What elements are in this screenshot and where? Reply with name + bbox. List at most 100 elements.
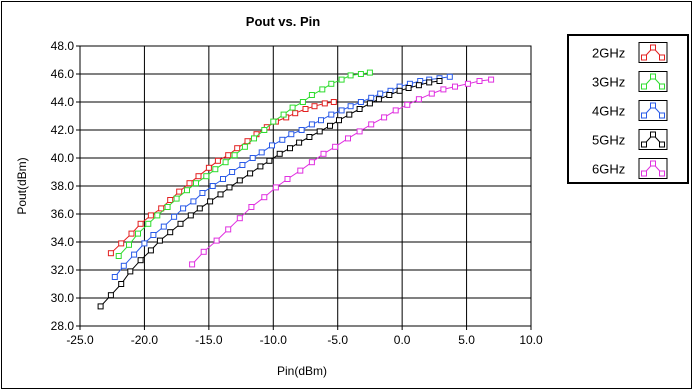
data-point-2ghz xyxy=(302,106,309,112)
series-layer xyxy=(97,69,495,310)
data-point-3ghz xyxy=(366,69,373,76)
data-point-4ghz xyxy=(120,262,127,269)
legend-marker xyxy=(650,131,656,138)
data-point-4ghz xyxy=(150,232,157,238)
data-point-6ghz xyxy=(213,237,220,244)
data-point-2ghz xyxy=(321,100,328,107)
data-point-6ghz xyxy=(189,261,196,268)
data-point-2ghz xyxy=(225,152,232,159)
data-point-3ghz xyxy=(347,72,354,79)
data-point-3ghz xyxy=(115,253,122,259)
data-point-6ghz xyxy=(320,150,327,157)
data-point-4ghz xyxy=(347,103,354,110)
data-point-3ghz xyxy=(154,212,161,219)
data-point-5ghz xyxy=(276,150,283,157)
legend-box xyxy=(567,34,689,184)
data-point-5ghz xyxy=(118,281,125,287)
data-point-5ghz xyxy=(167,229,174,236)
data-point-5ghz xyxy=(327,122,333,129)
series-line-6ghz xyxy=(191,79,492,265)
data-point-2ghz xyxy=(330,99,337,105)
data-point-4ghz xyxy=(111,274,118,280)
chart-title: Pout vs. Pin xyxy=(246,14,320,29)
data-point-5ghz xyxy=(257,163,264,170)
data-point-4ghz xyxy=(288,131,295,138)
y-axis-label: Pout(dBm) xyxy=(15,157,29,214)
series-5ghz xyxy=(97,78,443,310)
y-tick-label: 38.0 xyxy=(51,179,75,193)
data-point-5ghz xyxy=(356,106,363,112)
data-point-5ghz xyxy=(147,247,154,254)
legend-item-5ghz: 5GHz xyxy=(592,129,668,150)
data-point-4ghz xyxy=(220,176,226,182)
y-tick-label: 36.0 xyxy=(51,207,75,221)
x-tick-label: -15.0 xyxy=(195,333,223,347)
data-point-2ghz xyxy=(158,205,165,212)
y-tick-label: 32.0 xyxy=(51,263,75,277)
data-point-5ghz xyxy=(187,212,194,219)
data-point-5ghz xyxy=(426,79,433,86)
data-point-2ghz xyxy=(234,145,241,152)
series-4ghz xyxy=(111,73,453,280)
data-point-2ghz xyxy=(311,103,318,110)
data-point-2ghz xyxy=(107,250,114,257)
data-point-6ghz xyxy=(415,96,422,103)
x-tick-label: -10.0 xyxy=(260,333,288,347)
data-point-5ghz xyxy=(296,139,303,146)
data-point-3ghz xyxy=(280,111,287,118)
data-point-5ghz xyxy=(287,145,293,152)
legend-marker xyxy=(659,112,665,119)
data-point-5ghz xyxy=(436,78,443,84)
data-point-3ghz xyxy=(270,118,277,125)
data-point-3ghz xyxy=(241,143,248,150)
y-tick-label: 46.0 xyxy=(51,67,75,81)
data-point-3ghz xyxy=(145,220,152,227)
data-point-6ghz xyxy=(440,86,447,93)
data-point-5ghz xyxy=(247,170,254,177)
legend-label: 4GHz xyxy=(592,104,625,119)
data-point-5ghz xyxy=(386,92,393,98)
series-6ghz xyxy=(189,76,495,268)
y-tick-label: 40.0 xyxy=(51,151,75,165)
legend-label: 5GHz xyxy=(592,133,625,148)
data-point-4ghz xyxy=(368,94,375,101)
data-point-4ghz xyxy=(338,107,345,114)
legend-marker xyxy=(659,170,665,177)
data-point-5ghz xyxy=(396,87,403,94)
legend-marker xyxy=(650,44,656,51)
data-point-3ghz xyxy=(319,86,326,93)
legend-marker xyxy=(641,170,647,177)
legend-item-2ghz: 2GHz xyxy=(592,42,668,63)
legend-marker xyxy=(650,160,656,167)
data-point-2ghz xyxy=(195,173,202,180)
x-tick-label: -20.0 xyxy=(131,333,159,347)
data-point-5ghz xyxy=(236,177,243,184)
legend-marker xyxy=(659,141,665,148)
data-point-2ghz xyxy=(176,188,183,195)
data-point-3ghz xyxy=(299,99,306,105)
data-point-5ghz xyxy=(107,292,114,299)
legend-item-6ghz: 6GHz xyxy=(592,158,668,179)
data-point-3ghz xyxy=(357,71,364,77)
data-point-2ghz xyxy=(118,240,125,247)
legend-item-3ghz: 3GHz xyxy=(592,71,668,92)
x-tick-label: -25.0 xyxy=(66,333,94,347)
legend: 2GHz 3GHz 4GHz 5GHz 6GHz xyxy=(567,34,689,184)
data-point-5ghz xyxy=(156,237,163,244)
data-point-3ghz xyxy=(338,76,345,83)
grid xyxy=(79,45,532,327)
x-tick-label: 5.0 xyxy=(458,333,475,347)
data-point-2ghz xyxy=(167,197,174,203)
data-point-6ghz xyxy=(297,167,304,174)
x-axis-label: Pin(dBm) xyxy=(277,364,327,378)
data-point-6ghz xyxy=(225,226,232,233)
x-tick-label: 10.0 xyxy=(519,333,543,347)
data-point-5ghz xyxy=(226,184,233,191)
data-point-3ghz xyxy=(164,204,171,210)
data-point-6ghz xyxy=(488,76,495,83)
data-point-3ghz xyxy=(251,135,257,142)
data-point-4ghz xyxy=(446,73,453,80)
data-point-6ghz xyxy=(248,204,255,210)
y-tick-label: 48.0 xyxy=(51,39,75,53)
